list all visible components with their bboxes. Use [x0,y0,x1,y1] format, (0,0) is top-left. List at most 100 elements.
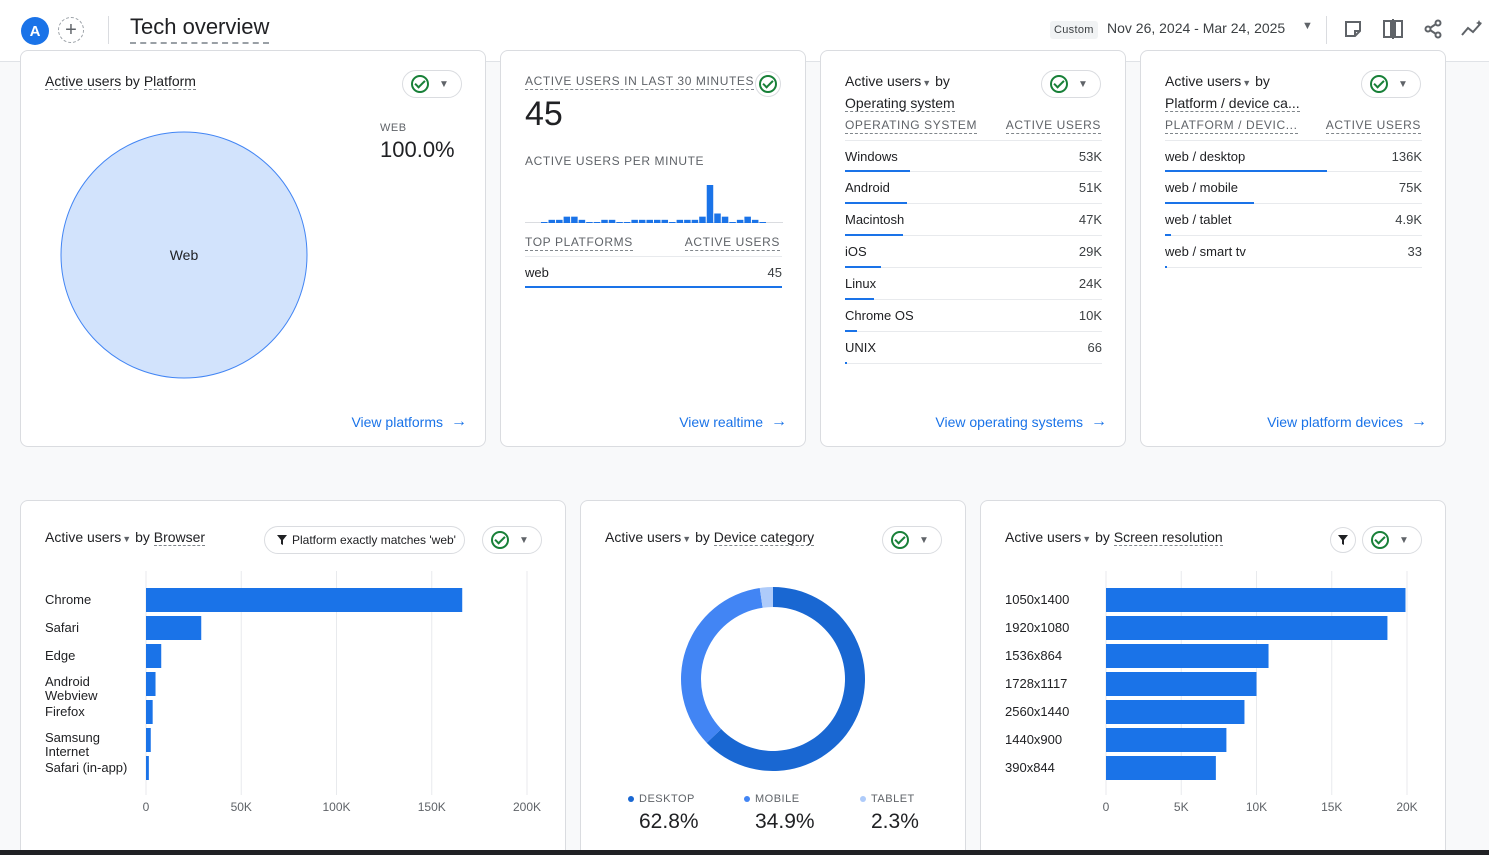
row-label: iOS [845,244,867,259]
insights-icon[interactable] [1460,17,1484,41]
card-title: Active users▼ by Browser [45,527,206,549]
metric-selector[interactable]: Active users [1165,73,1242,89]
table-row[interactable]: UNIX 66 [845,332,1102,364]
dimension-selector[interactable]: Operating system [845,95,955,112]
table-row[interactable]: web / desktop 136K [1165,140,1422,172]
x-tick-label: 100K [322,800,350,814]
check-circle-icon [759,75,777,93]
comparison-pill[interactable]: ▼ [1041,70,1101,98]
filter-button[interactable] [1330,527,1356,553]
check-circle-icon [1371,531,1389,549]
category-label: 1728x1117 [1005,676,1068,691]
comparison-pill[interactable]: ▼ [402,70,462,98]
dimension-selector[interactable]: Screen resolution [1113,529,1223,546]
arrow-right-icon: → [451,413,467,430]
comparison-pill[interactable]: ▼ [482,526,542,554]
add-comparison-button[interactable]: + [58,17,84,43]
minute-bar [684,219,691,223]
arrow-right-icon: → [1091,413,1107,430]
table-row[interactable]: web / tablet 4.9K [1165,204,1422,236]
table-row[interactable]: web / mobile 75K [1165,172,1422,204]
legend-value: 100.0% [380,137,455,162]
link-label: View realtime [679,414,763,430]
page-title[interactable]: Tech overview [130,14,270,44]
table-row[interactable]: iOS 29K [845,236,1102,268]
by-label: by [1255,73,1270,89]
column-header-users[interactable]: ACTIVE USERS [1325,118,1421,134]
column-header-users[interactable]: ACTIVE USERS [1005,118,1101,134]
table-row[interactable]: Macintosh 47K [845,204,1102,236]
by-label: by [1095,529,1110,545]
realtime-title[interactable]: ACTIVE USERS IN LAST 30 MINUTES [525,74,755,90]
row-label: Android [845,180,890,195]
metric-selector[interactable]: Active users [45,529,122,545]
column-header-platform-device[interactable]: PLATFORM / DEVIC... [1165,118,1298,134]
dimension-selector[interactable]: Platform [143,73,196,90]
metric-selector[interactable]: Active users [45,73,122,90]
column-header-users[interactable]: ACTIVE USERS [684,235,780,251]
row-label: web / smart tv [1165,244,1246,259]
per-minute-label: ACTIVE USERS PER MINUTE [525,154,705,168]
row-share-bar [845,266,881,268]
chevron-down-icon: ▼ [1398,78,1408,90]
share-icon[interactable] [1421,17,1445,41]
os-card: Active users▼ by Operating system ▼ OPER… [820,50,1126,447]
legend-label: MOBILE [755,793,800,805]
table-row[interactable]: Chrome OS 10K [845,300,1102,332]
table-row[interactable]: Android 51K [845,172,1102,204]
annotation-icon[interactable] [1341,17,1365,41]
table-row[interactable]: Windows 53K [845,140,1102,172]
bar [1106,756,1216,780]
pie-slice-web [60,131,308,379]
metric-selector[interactable]: Active users [1005,529,1082,545]
per-minute-bar-chart [525,185,783,223]
row-value: 33 [1407,244,1422,259]
column-header-platform[interactable]: TOP PLATFORMS [525,235,633,251]
bar [1106,728,1227,752]
x-tick-label: 10K [1246,800,1267,814]
metric-selector[interactable]: Active users [845,73,922,89]
comparison-pill[interactable]: ▼ [1361,70,1421,98]
dimension-selector[interactable]: Browser [153,529,206,546]
column-header-os[interactable]: OPERATING SYSTEM [845,118,978,134]
dimension-selector[interactable]: Platform / device ca... [1165,95,1300,112]
minute-bar [556,219,563,223]
date-range-picker[interactable]: Nov 26, 2024 - Mar 24, 2025 [1107,20,1286,36]
comparison-pill[interactable]: ▼ [882,526,942,554]
account-avatar[interactable]: A [21,17,49,45]
legend-dot [860,796,866,803]
minute-bar [676,219,684,223]
donut-slice-mobile [681,587,763,743]
realtime-card: ACTIVE USERS IN LAST 30 MINUTES 45 ACTIV… [500,50,806,447]
row-label: web / mobile [1165,180,1238,195]
row-value: 47K [1078,212,1102,227]
row-label: web [525,265,549,280]
custom-range-chip: Custom [1050,21,1098,39]
view-platforms-link[interactable]: View platforms → [351,413,467,431]
view-platform-devices-link[interactable]: View platform devices → [1267,413,1427,431]
row-share-bar [525,286,782,288]
table-row[interactable]: web / smart tv 33 [1165,236,1422,268]
row-value: 4.9K [1395,212,1422,227]
table-row[interactable]: web 45 [525,256,782,288]
minute-bar [608,219,616,223]
legend-label: DESKTOP [639,793,695,805]
platform-device-card: Active users ▼ by Platform / device ca...… [1140,50,1446,447]
metric-selector[interactable]: Active users [605,529,682,545]
check-circle-icon [891,531,909,549]
view-operating-systems-link[interactable]: View operating systems → [935,413,1107,431]
arrow-right-icon: → [1411,413,1427,430]
filter-chip[interactable]: Platform exactly matches 'web' [264,526,465,554]
card-title: Active users▼ by Operating system [845,71,1045,113]
minute-bar [744,216,751,223]
comparison-pill[interactable] [755,71,781,97]
table-row[interactable]: Linux 24K [845,268,1102,300]
view-realtime-link[interactable]: View realtime → [679,413,787,431]
comparison-pill[interactable]: ▼ [1362,526,1422,554]
card-title: Active users▼ by Device category [605,527,815,549]
date-range-dropdown-icon[interactable]: ▼ [1302,20,1313,32]
minute-bar [706,185,714,223]
bar [146,700,153,724]
compare-icon[interactable] [1381,17,1405,41]
dimension-selector[interactable]: Device category [713,529,815,546]
